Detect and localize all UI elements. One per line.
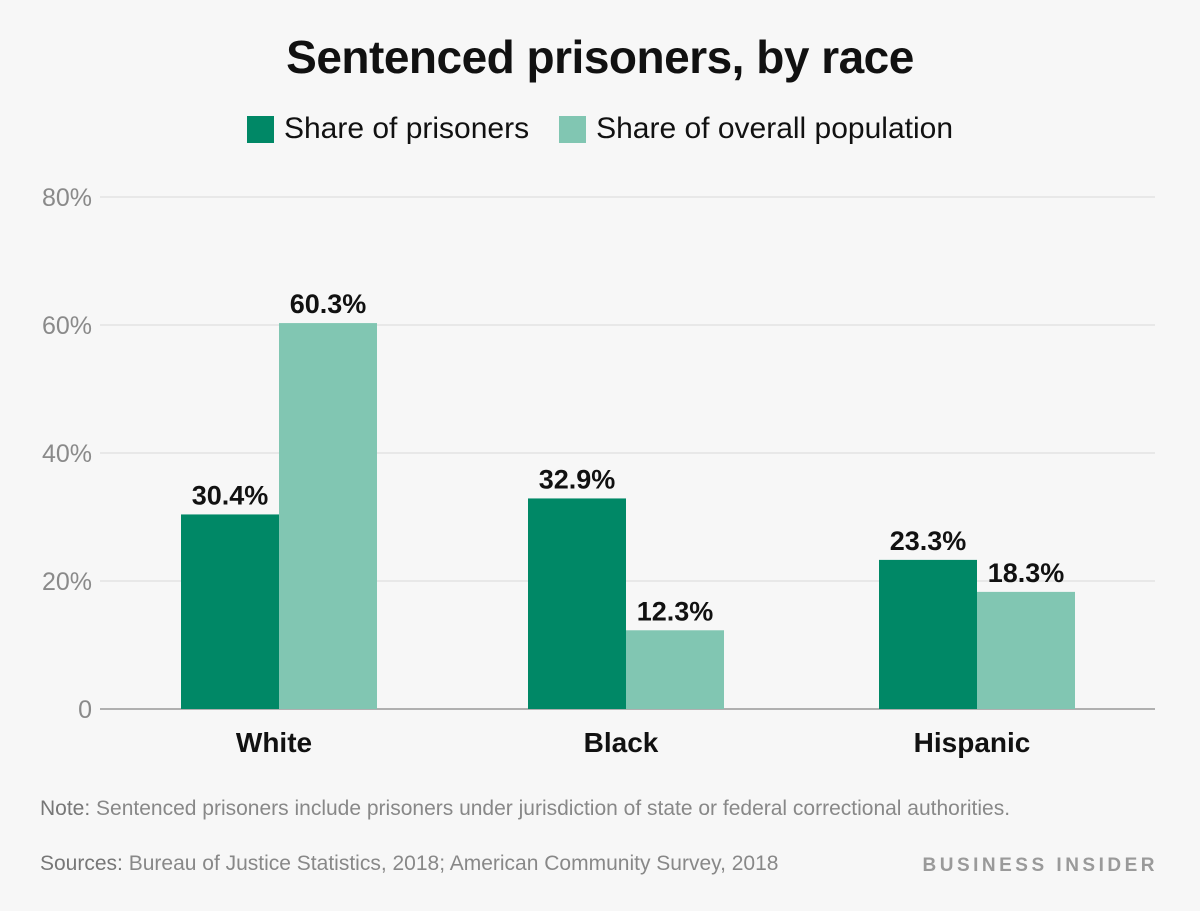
bar [977,591,1075,709]
legend: Share of prisoners Share of overall popu… [0,112,1200,146]
legend-label-population: Share of overall population [596,112,954,145]
legend-item-population: Share of overall population [559,112,953,146]
sources-lead: Sources: [40,852,123,875]
x-tick-label: Hispanic [914,727,1031,758]
data-label: 60.3% [290,289,367,319]
note-lead: Note: [40,797,91,820]
x-tick-label: White [236,727,312,758]
sources: Sources: Bureau of Justice Statistics, 2… [40,852,778,876]
data-label: 30.4% [192,480,269,510]
data-label: 32.9% [539,464,616,494]
bar [879,559,977,709]
x-tick-label: Black [584,727,659,758]
legend-label-prisoners: Share of prisoners [283,112,530,145]
bar [528,498,626,709]
y-tick-label: 20% [42,568,92,596]
chart-title: Sentenced prisoners, by race [286,31,914,83]
data-label: 12.3% [637,596,714,626]
sources-text: Bureau of Justice Statistics, 2018; Amer… [122,852,779,875]
data-label: 18.3% [988,558,1065,588]
footnote: Note: Sentenced prisoners include prison… [40,797,1010,821]
legend-item-prisoners: Share of prisoners [246,112,530,146]
brand-logo: BUSINESS INSIDER [922,855,1158,876]
y-tick-label: 60% [42,312,92,340]
bar [279,323,377,709]
data-label: 23.3% [890,526,967,556]
y-tick-label: 80% [42,184,92,212]
legend-swatch-prisoners [246,115,274,143]
note-text: Sentenced prisoners include prisoners un… [90,797,1011,820]
y-tick-label: 40% [42,440,92,468]
legend-swatch-population [559,115,587,143]
bar [626,630,724,709]
bar [181,514,279,709]
y-tick-label: 0 [78,696,92,724]
